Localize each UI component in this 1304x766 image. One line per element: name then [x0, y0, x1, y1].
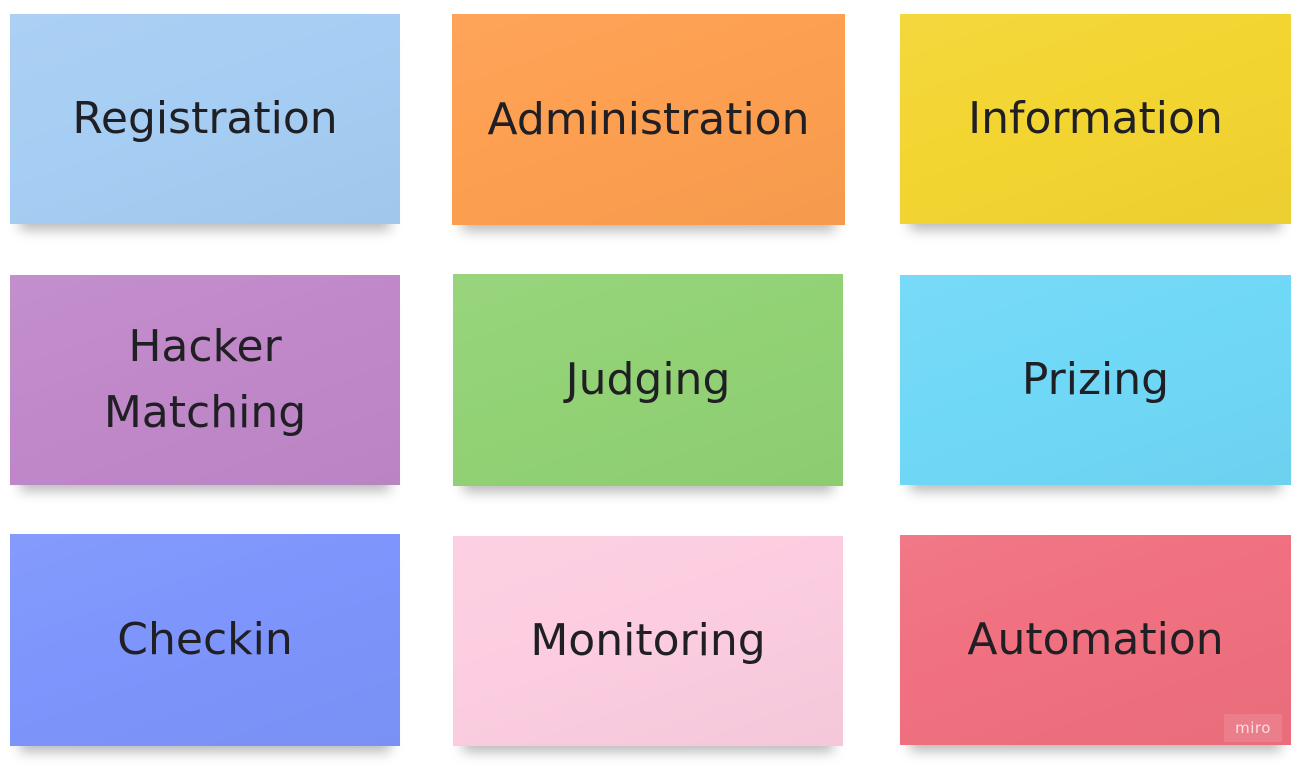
sticky-note-label: Automation — [967, 614, 1224, 665]
sticky-note-hacker-matching[interactable]: Hacker Matching — [10, 275, 400, 485]
sticky-note-label: Hacker Matching — [103, 321, 307, 438]
sticky-note-label: Registration — [72, 93, 338, 144]
sticky-note-label: Monitoring — [530, 615, 766, 666]
miro-watermark: miro — [1224, 714, 1282, 742]
sticky-note-monitoring[interactable]: Monitoring — [453, 536, 843, 746]
sticky-note-label: Prizing — [1021, 354, 1170, 405]
sticky-note-label: Administration — [487, 93, 810, 145]
sticky-note-label: Information — [968, 93, 1223, 144]
sticky-note-label: Judging — [565, 354, 731, 405]
sticky-note-registration[interactable]: Registration — [10, 14, 400, 224]
sticky-note-judging[interactable]: Judging — [453, 274, 843, 486]
sticky-note-prizing[interactable]: Prizing — [900, 275, 1291, 485]
sticky-note-automation[interactable]: Automation — [900, 535, 1291, 745]
sticky-note-information[interactable]: Information — [900, 14, 1291, 224]
sticky-note-label: Checkin — [117, 614, 293, 665]
sticky-note-administration[interactable]: Administration — [452, 14, 845, 225]
sticky-note-checkin[interactable]: Checkin — [10, 534, 400, 746]
